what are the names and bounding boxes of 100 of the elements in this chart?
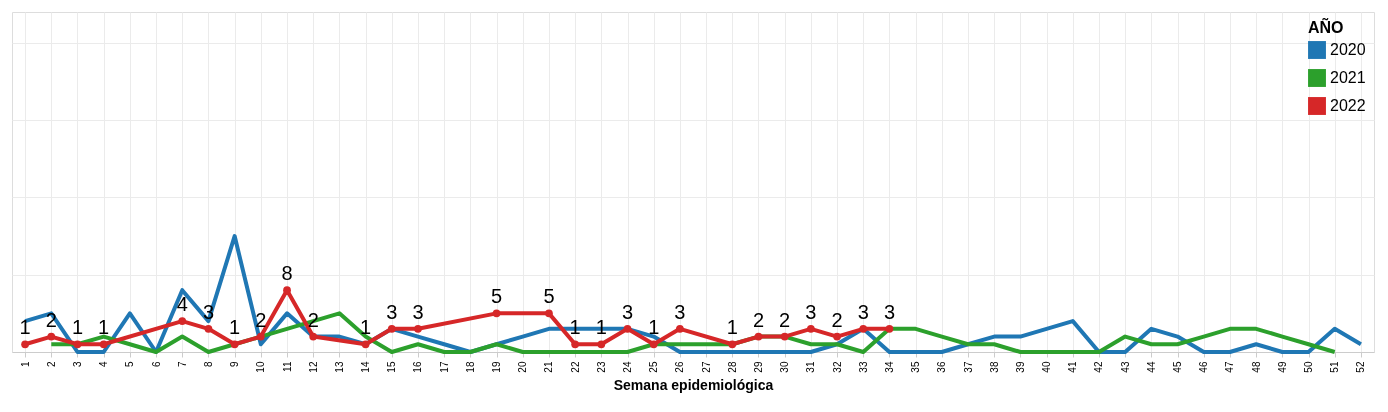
x-tick-label: 24 — [622, 361, 634, 373]
legend-label: 2022 — [1330, 97, 1366, 114]
x-tick-label: 19 — [491, 361, 503, 373]
x-tick-label: 11 — [281, 361, 293, 372]
x-tick-label: 6 — [150, 361, 162, 368]
point — [885, 324, 894, 333]
x-tick-label: 30 — [779, 361, 791, 373]
x-tick-label: 9 — [229, 361, 241, 368]
x-tick-label: 46 — [1198, 361, 1210, 373]
x-tick-label: 10 — [255, 361, 267, 373]
x-tick-label: 27 — [700, 361, 712, 373]
x-tick-label: 23 — [595, 361, 607, 373]
x-tick-label: 1 — [19, 361, 31, 368]
x-tick-label: 26 — [674, 361, 686, 373]
x-tick-label: 3 — [71, 361, 83, 368]
x-tick-label: 47 — [1224, 361, 1236, 373]
point — [230, 340, 239, 349]
x-tick-label: 29 — [752, 361, 764, 373]
data-label: 3 — [857, 300, 869, 323]
x-tick-label: 41 — [1067, 361, 1079, 373]
x-tick-label: 37 — [962, 361, 974, 373]
x-tick-label: 21 — [543, 361, 555, 373]
point — [387, 324, 396, 333]
x-tick-label: 2 — [45, 361, 57, 368]
x-tick-label: 16 — [412, 361, 424, 373]
x-tick-label: 38 — [988, 361, 1000, 373]
data-label: 1 — [19, 316, 31, 339]
data-label: 2 — [779, 308, 791, 331]
data-label: 8 — [281, 262, 293, 285]
point — [780, 332, 789, 341]
data-label: 2 — [255, 308, 267, 331]
point — [859, 324, 868, 333]
x-tick-label: 43 — [1119, 361, 1131, 373]
x-tick-label: 31 — [805, 361, 817, 373]
point — [571, 340, 580, 349]
point — [623, 324, 632, 333]
point — [309, 332, 318, 341]
x-tick-label: 32 — [831, 361, 843, 373]
x-tick-label: 44 — [1145, 361, 1157, 373]
point — [676, 324, 684, 333]
x-tick-label: 28 — [726, 361, 738, 373]
x-tick-label: 48 — [1250, 361, 1262, 373]
data-label: 3 — [412, 300, 424, 323]
x-tick-label: 50 — [1303, 361, 1315, 373]
x-tick-label: 7 — [176, 361, 188, 368]
data-label: 3 — [805, 300, 817, 323]
point — [492, 309, 501, 318]
point — [178, 317, 187, 325]
x-tick-label: 42 — [1093, 361, 1105, 373]
x-tick-label: 25 — [648, 361, 660, 373]
x-tick-label: 18 — [464, 361, 476, 373]
point — [21, 340, 29, 349]
point — [728, 340, 737, 349]
point — [73, 340, 82, 349]
x-axis-title: Semana epidemiológica — [613, 376, 774, 393]
point — [754, 332, 763, 341]
legend-label: 2020 — [1330, 41, 1366, 58]
point — [545, 309, 553, 318]
x-tick-label: 35 — [910, 361, 922, 373]
x-tick-label: 52 — [1355, 361, 1367, 373]
data-label: 3 — [883, 300, 895, 323]
x-tick-label: 45 — [1172, 361, 1184, 373]
data-label: 3 — [674, 300, 686, 323]
x-tick-label: 49 — [1276, 361, 1288, 373]
point — [833, 332, 841, 341]
data-label: 2 — [752, 308, 765, 331]
data-label: 3 — [386, 300, 398, 323]
x-tick-label: 40 — [1041, 361, 1053, 373]
point — [361, 340, 370, 349]
point — [256, 332, 265, 341]
point — [204, 324, 213, 333]
x-tick-label: 17 — [438, 361, 450, 373]
x-tick-label: 14 — [360, 361, 372, 373]
data-label: 1 — [648, 316, 660, 339]
x-tick-label: 8 — [202, 361, 214, 368]
x-tick-label: 5 — [124, 361, 136, 368]
data-label: 5 — [543, 285, 555, 308]
x-tick-label: 12 — [307, 361, 319, 373]
x-tick-label: 20 — [517, 361, 529, 373]
data-label: 1 — [726, 316, 738, 339]
data-label: 2 — [831, 308, 843, 331]
point — [806, 324, 815, 333]
legend-title: AÑO — [1308, 17, 1344, 36]
point — [99, 340, 108, 349]
data-label: 5 — [491, 285, 503, 308]
point — [47, 332, 56, 341]
x-tick-label: 51 — [1329, 361, 1341, 373]
data-label: 3 — [621, 300, 634, 323]
data-label: 1 — [360, 316, 372, 339]
x-tick-label: 34 — [883, 361, 895, 373]
point — [649, 340, 658, 349]
data-label: 1 — [71, 316, 84, 339]
point — [597, 340, 606, 349]
x-tick-label: 22 — [569, 361, 581, 373]
data-label: 1 — [98, 316, 110, 339]
x-tick-label: 15 — [386, 361, 398, 373]
x-tick-label: 13 — [333, 361, 345, 373]
x-tick-label: 39 — [1014, 361, 1026, 373]
x-tick-label: 36 — [936, 361, 948, 373]
x-tick-label: 33 — [857, 361, 869, 373]
